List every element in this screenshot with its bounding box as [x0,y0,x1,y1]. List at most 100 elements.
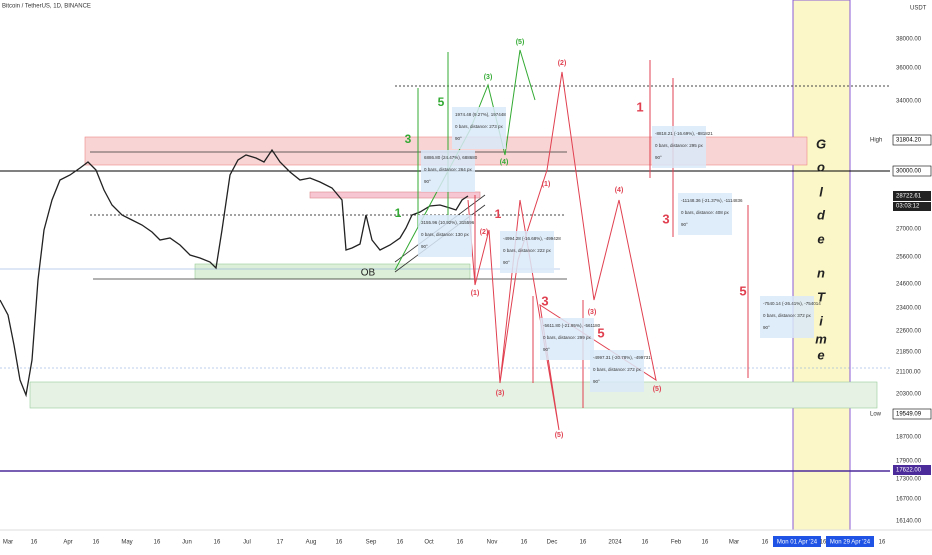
time-label: 16 [93,540,100,546]
price-label: 38000.00 [896,37,922,43]
measure-box [540,318,594,360]
time-label: Feb [671,540,682,546]
price-label: 23400.00 [896,306,922,312]
wave-label: 3 [405,132,412,146]
time-label: Nov [487,540,498,546]
wave-label: (4) [615,187,624,194]
measure-text: 90° [763,325,770,330]
wave-label: (3) [496,390,505,397]
measure-text: 0 bars, distance: 273 px [455,124,504,129]
measure-text: 90° [421,244,428,249]
measure-text: 0 bars, distance: 299 px [543,335,592,340]
golden-letter: i [819,313,823,328]
price-label: 17300.00 [896,477,922,483]
measure-text: 0 bars, distance: 372 px [763,313,812,318]
small-zone [309,191,481,199]
wave-label: (5) [516,39,525,46]
measure-text: -4994.28 (-16.68%), -499428 [503,236,561,241]
price-label: 21850.00 [896,350,922,356]
time-label: Mon 01 Apr '24 [777,540,818,546]
wave-path [467,71,657,431]
price-label: 16700.00 [896,497,922,503]
date-tag [773,536,821,547]
wave-label: 3 [541,293,548,308]
measure-box [760,296,814,338]
price-label: 18700.00 [896,435,922,441]
time-zone [792,0,851,531]
wave-label: 1 [395,206,402,220]
measure-box [590,350,644,392]
golden-letter: o [817,159,825,174]
wave-label: 1 [495,207,502,221]
golden-letter: m [815,331,827,346]
time-label: 16 [642,540,649,546]
measure-text: 90° [455,136,462,141]
demand-zone [29,381,878,409]
measure-text: 0 bars, distance: 408 px [681,210,730,215]
wave-label: (1) [542,181,551,188]
measure-text: -4997.31 (-20.78%), -499731 [593,355,651,360]
time-label: Aug [306,540,317,546]
time-label: 16 [580,540,587,546]
price-label: 30000.00 [896,169,922,175]
measure-text: -7540.14 (-26.41%), -754014 [763,301,821,306]
ob-zone [194,263,471,280]
golden-letter: G [816,136,826,151]
measure-text: 0 bars, distance: 264 px [424,167,473,172]
time-label: 16 [521,540,528,546]
time-label: 16 [762,540,769,546]
price-label: 20300.00 [896,392,922,398]
time-label: 16 [336,540,343,546]
measure-box [678,193,732,235]
price-label: 24600.00 [896,282,922,288]
currency: USDT [910,6,927,12]
wave-label: 5 [438,95,445,109]
time-label: 2024 [608,540,622,546]
wave-label: 1 [636,99,643,114]
time-label: Dec [547,540,558,546]
wave-label: (2) [558,60,567,67]
time-label: Jul [243,540,251,546]
wave-label: 5 [597,325,604,340]
wave-label: (3) [588,309,597,316]
wave-label: (5) [555,432,564,439]
ob-label: OB [361,268,376,279]
price-tag [892,408,932,420]
price-label: 17622.00 [896,468,922,474]
price-tag [893,465,931,475]
time-label: 17 [277,540,284,546]
golden-letter: l [819,184,823,199]
time-label: Oct [424,540,434,546]
price-axis [890,0,932,530]
price-label: 19549.09 [896,412,922,418]
time-label: 16 [397,540,404,546]
wave-label: 5 [739,283,746,298]
wave-label: (5) [653,386,662,393]
price-label: 28722.61 [896,194,922,200]
wave-label: (2) [480,229,489,236]
time-label: 16 [214,540,221,546]
time-label: Mon 29 Apr '24 [830,540,871,546]
time-label: May [121,540,132,546]
price-label: 21100.00 [896,370,921,376]
price-label: 25600.00 [896,255,922,261]
price-tag [892,134,932,146]
time-label: Sep [366,540,377,546]
price-label: 27000.00 [896,227,922,233]
price-tag [892,165,932,177]
measure-text: 3155.96 (10.92%), 315596 [421,220,475,225]
measure-text: 90° [503,260,510,265]
wave-label: 3 [662,211,669,226]
wave-label: (1) [471,290,480,297]
measure-text: 90° [655,155,662,160]
time-label: Jun [182,540,192,546]
measure-text: 0 bars, distance: 295 px [655,143,704,148]
measure-text: -11148.36 (-21.37%), -1114836 [681,198,743,203]
high-label: High [870,138,882,144]
wave-label: (3) [484,74,493,81]
measure-box [500,231,554,273]
wave-label: (4) [500,159,509,166]
measure-text: 0 bars, distance: 222 px [503,248,552,253]
measure-box [421,150,475,192]
